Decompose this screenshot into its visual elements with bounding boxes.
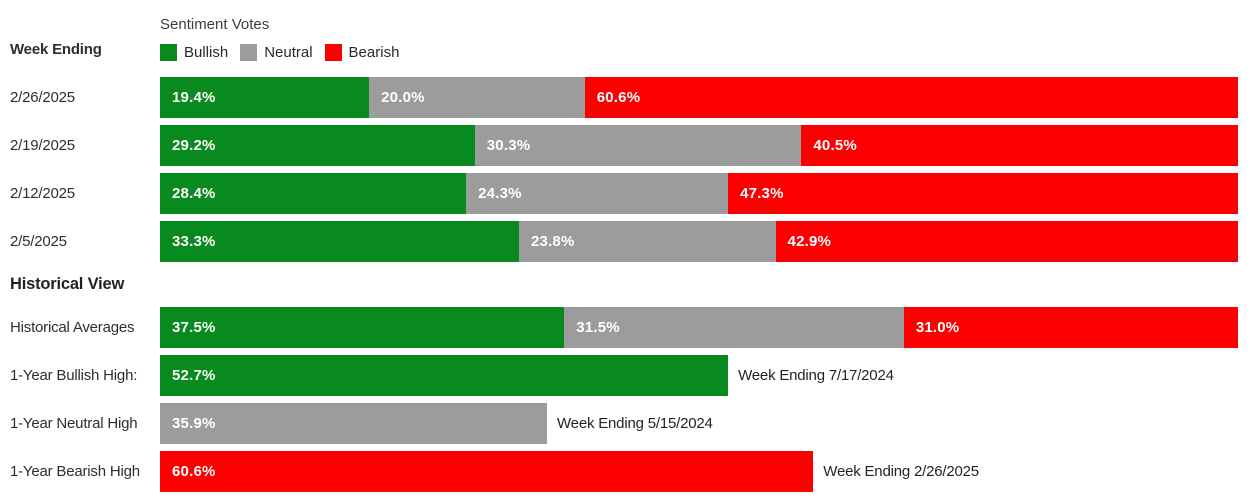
bearish-segment: 31.0% — [903, 306, 1238, 348]
sentiment-row: 2/12/2025 28.4% 24.3% 47.3% — [0, 169, 1255, 217]
percent-label: 31.0% — [915, 318, 960, 336]
bearish-segment: 40.5% — [801, 124, 1238, 166]
percent-label: 28.4% — [172, 184, 216, 202]
historical-row: 1-Year Bullish High: 52.7% Week Ending 7/1… — [0, 351, 1255, 399]
weekly-rows: 2/26/2025 19.4% 20.0% 60.6% 2/19/2025 29.2% 30… — [0, 73, 1255, 265]
legend-label: Neutral — [264, 44, 313, 61]
week-ending-column-header: Week Ending — [10, 41, 102, 58]
bar-annotation: Week Ending 7/17/2024 — [738, 366, 894, 384]
percent-label: 24.3% — [478, 184, 522, 202]
percent-label: 19.4% — [172, 88, 216, 106]
historical-row-label: 1-Year Bullish High: — [10, 366, 138, 384]
percent-label: 23.8% — [530, 232, 575, 250]
bar-annotation: Week Ending 5/15/2024 — [557, 414, 713, 432]
percent-label: 37.5% — [172, 318, 216, 336]
bearish-segment: 60.6% — [160, 450, 814, 492]
sentiment-row: 2/5/2025 33.3% 23.8% 42.9% — [0, 217, 1255, 265]
percent-label: 47.3% — [740, 184, 784, 202]
bearish-segment: 42.9% — [775, 220, 1238, 262]
neutral-segment: 23.8% — [518, 220, 776, 262]
bullish-segment: 52.7% — [160, 354, 729, 396]
legend-label: Bullish — [184, 44, 229, 61]
neutral-segment: 30.3% — [474, 124, 802, 166]
historical-row-label: 1-Year Neutral High — [10, 414, 138, 432]
percent-label: 30.3% — [486, 136, 531, 154]
bar-annotation: Week Ending 2/26/2025 — [823, 462, 979, 480]
percent-label: 52.7% — [172, 366, 216, 384]
sentiment-row: Historical Averages 37.5% 31.5% 31.0% — [0, 303, 1255, 351]
bearish-segment: 60.6% — [584, 76, 1238, 118]
bar-track: 28.4% 24.3% 47.3% — [160, 172, 1238, 214]
percent-label: 33.3% — [172, 232, 216, 250]
bar-track: 33.3% 23.8% 42.9% — [160, 220, 1238, 262]
percent-label: 31.5% — [576, 318, 620, 336]
chart-header: Week Ending Sentiment Votes Bullish Neutr… — [0, 0, 1255, 73]
legend-item-bearish: Bearish — [324, 44, 400, 61]
neutral-segment: 35.9% — [160, 402, 547, 444]
legend-title: Sentiment Votes — [160, 16, 270, 33]
sentiment-row: 2/19/2025 29.2% 30.3% 40.5% — [0, 121, 1255, 169]
neutral-segment: 24.3% — [466, 172, 729, 214]
percent-label: 42.9% — [787, 232, 832, 250]
week-label: 2/19/2025 — [10, 136, 75, 154]
neutral-segment: 20.0% — [369, 76, 585, 118]
historical-rows: Historical Averages 37.5% 31.5% 31.0% 1-Year… — [0, 303, 1255, 495]
week-label: 2/12/2025 — [10, 184, 75, 202]
percent-label: 35.9% — [172, 414, 216, 432]
legend-label: Bearish — [348, 44, 400, 61]
legend-item-neutral: Neutral — [240, 44, 313, 61]
bar-track: 29.2% 30.3% 40.5% — [160, 124, 1238, 166]
bullish-segment: 19.4% — [160, 76, 370, 118]
percent-label: 29.2% — [172, 136, 216, 154]
week-label: 2/26/2025 — [10, 88, 75, 106]
historical-averages-label: Historical Averages — [10, 318, 135, 336]
legend-area: Sentiment Votes Bullish Neutral Bearish — [160, 0, 411, 73]
bar-track: 37.5% 31.5% 31.0% — [160, 306, 1238, 348]
week-label: 2/5/2025 — [10, 232, 67, 250]
percent-label: 60.6% — [172, 462, 216, 480]
bearish-segment: 47.3% — [728, 172, 1238, 214]
legend: Bullish Neutral Bearish — [160, 44, 411, 61]
historical-view-heading: Historical View — [10, 274, 125, 293]
bullish-swatch — [160, 44, 177, 61]
percent-label: 40.5% — [813, 136, 857, 154]
percent-label: 60.6% — [596, 88, 641, 106]
bullish-segment: 29.2% — [160, 124, 475, 166]
percent-label: 20.0% — [381, 88, 425, 106]
bullish-segment: 33.3% — [160, 220, 519, 262]
bar-track: 60.6% Week Ending 2/26/2025 — [160, 450, 1238, 492]
historical-row: 1-Year Neutral High 35.9% Week Ending 5/15… — [0, 399, 1255, 447]
bullish-segment: 28.4% — [160, 172, 467, 214]
bearish-swatch — [324, 44, 342, 61]
legend-item-bullish: Bullish — [160, 44, 228, 61]
sentiment-row: 2/26/2025 19.4% 20.0% 60.6% — [0, 73, 1255, 121]
historical-row: 1-Year Bearish High 60.6% Week Ending 2/26… — [0, 447, 1255, 495]
historical-row-label: 1-Year Bearish High — [10, 462, 140, 480]
bar-track: 35.9% Week Ending 5/15/2024 — [160, 402, 1238, 444]
bar-track: 52.7% Week Ending 7/17/2024 — [160, 354, 1238, 396]
neutral-segment: 31.5% — [564, 306, 904, 348]
neutral-swatch — [240, 44, 258, 61]
bullish-segment: 37.5% — [160, 306, 565, 348]
bar-track: 19.4% 20.0% 60.6% — [160, 76, 1238, 118]
week-ending-column: Week Ending — [0, 0, 160, 73]
